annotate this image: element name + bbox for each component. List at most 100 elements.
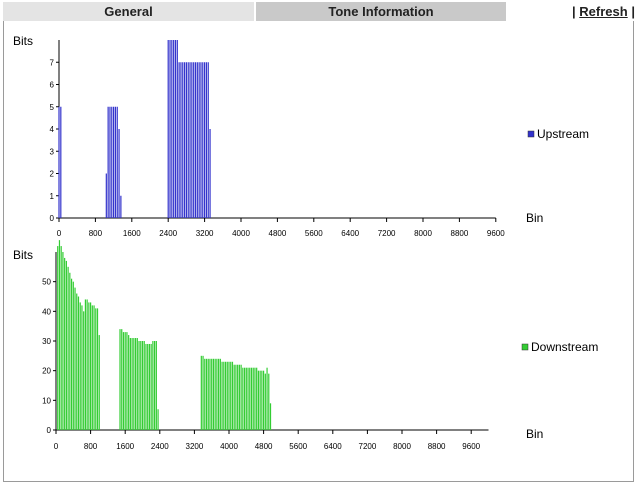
downstream-bar <box>230 361 232 430</box>
downstream-bar <box>211 358 213 430</box>
downstream-bar <box>209 358 211 430</box>
downstream-x-tick-label: 800 <box>84 442 98 451</box>
downstream-bar <box>152 341 154 430</box>
upstream-x-tick-label: 6400 <box>341 229 359 238</box>
upstream-x-tick-label: 4000 <box>232 229 250 238</box>
downstream-bar <box>219 358 221 430</box>
downstream-bar <box>129 338 131 430</box>
refresh-link[interactable]: Refresh <box>579 4 628 19</box>
upstream-bar <box>173 40 175 218</box>
downstream-bar <box>212 358 215 430</box>
upstream-bar <box>202 62 204 218</box>
downstream-x-tick-label: 8000 <box>393 442 411 451</box>
downstream-bar <box>204 358 206 430</box>
upstream-bar <box>120 195 122 218</box>
downstream-bar <box>148 343 151 430</box>
upstream-x-tick-label: 5600 <box>305 229 323 238</box>
downstream-bar <box>122 332 125 430</box>
downstream-bar <box>245 367 247 430</box>
downstream-x-tick-label: 5600 <box>289 442 307 451</box>
upstream-x-axis-label: Bin <box>526 211 543 225</box>
upstream-bar <box>113 106 115 218</box>
upstream-bar <box>167 40 169 218</box>
upstream-bar <box>114 106 117 218</box>
upstream-bar <box>193 62 195 218</box>
refresh-separator-left: | <box>572 4 576 19</box>
downstream-bar <box>128 335 130 430</box>
downstream-bar <box>79 302 81 430</box>
downstream-bar <box>91 305 93 430</box>
downstream-bar <box>58 240 61 430</box>
upstream-bar <box>185 62 187 218</box>
downstream-bar <box>250 367 253 430</box>
upstream-bar <box>109 106 111 218</box>
downstream-x-tick-label: 4000 <box>220 442 238 451</box>
downstream-bar <box>224 361 227 430</box>
downstream-bar <box>136 338 138 430</box>
upstream-bar <box>182 62 184 218</box>
downstream-y-tick-label: 20 <box>42 367 51 376</box>
downstream-bar <box>226 361 228 430</box>
downstream-bar <box>249 367 251 430</box>
downstream-x-axis-label: Bin <box>526 427 543 441</box>
downstream-bar <box>157 409 159 430</box>
downstream-bar <box>83 311 85 430</box>
upstream-y-tick-label: 5 <box>50 103 55 112</box>
downstream-x-tick-label: 8800 <box>428 442 446 451</box>
upstream-bar <box>105 173 107 218</box>
upstream-bar <box>118 129 120 218</box>
downstream-bar <box>69 272 71 430</box>
upstream-bar <box>183 62 186 218</box>
upstream-x-tick-label: 1600 <box>123 229 141 238</box>
upstream-y-tick-label: 1 <box>50 192 55 201</box>
upstream-bar <box>200 62 202 218</box>
downstream-bar <box>247 367 249 430</box>
upstream-x-tick-label: 4800 <box>269 229 287 238</box>
upstream-x-tick-label: 3200 <box>196 229 214 238</box>
upstream-bar <box>207 62 209 218</box>
downstream-bar <box>70 278 73 430</box>
upstream-x-tick-label: 2400 <box>159 229 177 238</box>
refresh-separator-right: | <box>631 4 635 19</box>
downstream-bar <box>124 332 126 430</box>
downstream-bar <box>202 355 204 430</box>
tab-general[interactable]: General <box>3 2 254 21</box>
tone-information-panel <box>3 21 634 482</box>
downstream-bar <box>84 299 87 430</box>
downstream-bar <box>95 308 97 430</box>
downstream-bar <box>121 329 123 430</box>
upstream-bar <box>58 106 60 218</box>
downstream-bar <box>216 358 218 430</box>
downstream-x-tick-label: 7200 <box>359 442 377 451</box>
upstream-bar <box>205 62 208 218</box>
downstream-bar <box>231 361 234 430</box>
upstream-x-tick-label: 0 <box>57 229 62 238</box>
tab-tone-information[interactable]: Tone Information <box>256 2 506 21</box>
upstream-bar <box>107 106 109 218</box>
downstream-bar <box>242 367 244 430</box>
downstream-bar <box>145 343 147 430</box>
downstream-bar <box>155 341 157 430</box>
downstream-x-tick-label: 3200 <box>186 442 204 451</box>
refresh-area: | Refresh | <box>572 4 635 19</box>
downstream-bar <box>65 260 67 430</box>
downstream-bar <box>86 299 88 430</box>
downstream-bar <box>60 246 62 430</box>
upstream-x-tick-label: 8000 <box>414 229 432 238</box>
downstream-bar <box>268 373 270 430</box>
downstream-x-tick-label: 9600 <box>462 442 480 451</box>
downstream-bar <box>57 246 59 430</box>
downstream-bar <box>90 302 92 430</box>
upstream-y-tick-label: 4 <box>50 125 55 134</box>
downstream-bar <box>237 364 239 430</box>
downstream-bar <box>77 296 80 430</box>
upstream-x-tick-label: 9600 <box>487 229 505 238</box>
upstream-bar <box>187 62 189 218</box>
downstream-bar <box>221 361 223 430</box>
upstream-bar <box>180 62 182 218</box>
downstream-bar <box>140 341 142 430</box>
upstream-bar <box>204 62 206 218</box>
downstream-y-axis-label: Bits <box>13 248 33 262</box>
downstream-bar <box>143 341 145 430</box>
upstream-bar <box>169 40 171 218</box>
